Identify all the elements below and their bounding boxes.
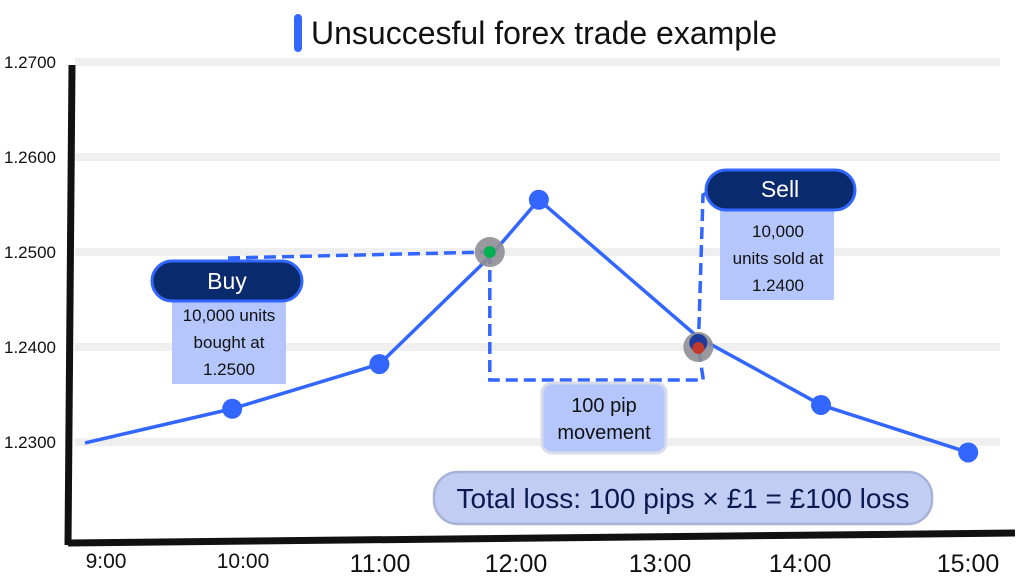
- x-tick-label: 10:00: [217, 550, 270, 573]
- sell-label: [704, 168, 857, 212]
- x-tick-label: 13:00: [629, 550, 692, 578]
- sell-guide-line: [696, 188, 713, 348]
- sell-info-text: 10,000: [752, 222, 804, 241]
- pip-movement-box: [540, 381, 668, 455]
- x-tick-label: 12:00: [485, 550, 548, 578]
- buy-info-text: 1.2500: [203, 360, 255, 379]
- y-tick-label: 1.2600: [4, 148, 56, 167]
- total-loss-text: Total loss: 100 pips × £1 = £100 loss: [457, 483, 910, 514]
- data-point: [222, 398, 243, 419]
- total-loss-box: [432, 470, 934, 526]
- series-line: [84, 197, 969, 455]
- x-tick-label: 11:00: [350, 550, 411, 578]
- buy-info-text: bought at: [194, 333, 265, 352]
- data-point: [958, 442, 979, 463]
- data-point: [369, 354, 390, 375]
- buy-label-text: Buy: [207, 268, 247, 294]
- chart-title: Unsuccesful forex trade example: [311, 15, 777, 51]
- y-axis: [64, 64, 76, 546]
- sell-marker: [692, 342, 705, 354]
- x-tick-label: 14:00: [769, 550, 832, 578]
- data-point: [528, 189, 549, 210]
- x-axis: [67, 529, 1016, 547]
- pip-movement-bracket: [488, 252, 706, 382]
- pip-movement-text: 100 pip: [571, 395, 637, 417]
- sell-label-text: Sell: [761, 176, 799, 202]
- sell-info-text: units sold at: [733, 249, 824, 268]
- buy-label: [150, 259, 304, 303]
- title-marker: [294, 14, 302, 52]
- buy-marker: [483, 246, 496, 258]
- sell-info-box: [720, 208, 834, 300]
- y-tick-label: 1.2400: [4, 338, 56, 357]
- buy-info-text: 10,000 units: [183, 306, 276, 325]
- x-tick-label: 15:00: [937, 550, 1000, 578]
- buy-info-box: [172, 298, 286, 384]
- pip-movement-text: movement: [557, 422, 651, 444]
- data-point: [811, 394, 831, 415]
- y-tick-label: 1.2700: [4, 53, 56, 72]
- buy-guide-line: [227, 250, 490, 260]
- y-tick-label: 1.2500: [4, 243, 56, 262]
- sell-info-text: 1.2400: [752, 276, 804, 295]
- x-tick-label: 9:00: [86, 550, 127, 573]
- y-tick-label: 1.2300: [4, 433, 56, 452]
